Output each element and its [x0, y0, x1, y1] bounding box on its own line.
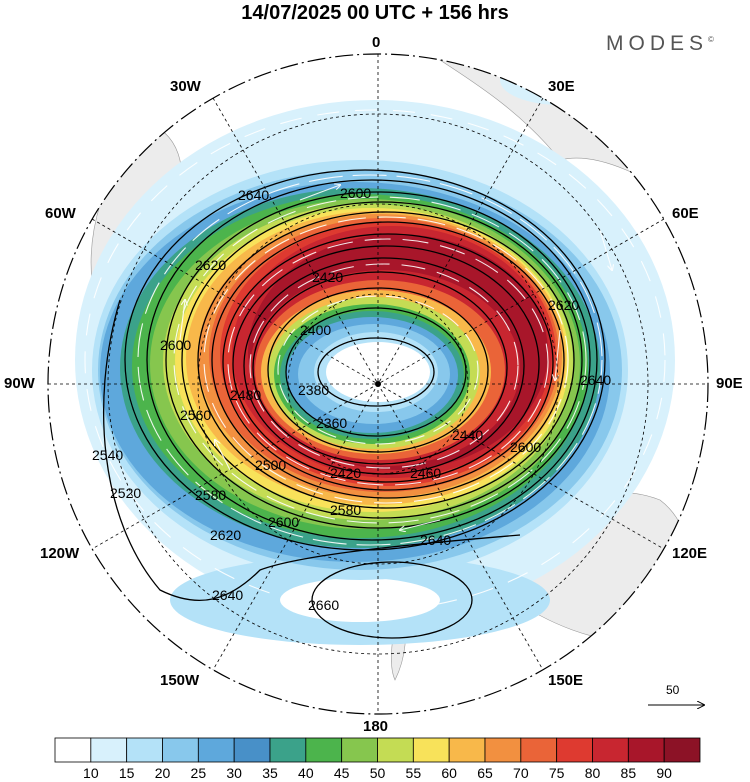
contour-label: 2600: [510, 439, 541, 455]
lon-label-120e: 120E: [672, 545, 708, 562]
contour-label: 2500: [255, 457, 286, 473]
lon-label-90w: 90W: [4, 375, 35, 392]
contour-label: 2600: [160, 337, 191, 353]
lon-label-30e: 30E: [548, 78, 575, 95]
streamlines: [84, 109, 666, 611]
contour-label: 2640: [580, 372, 611, 388]
contour-label: 2640: [420, 532, 451, 548]
lon-label-150e: 150E: [548, 672, 584, 689]
lon-label-180: 180: [363, 718, 389, 735]
lon-label-120w: 120W: [40, 545, 80, 562]
contour-label: 2640: [212, 587, 243, 603]
lon-label-30w: 30W: [170, 78, 201, 95]
chart-title: 14/07/2025 00 UTC + 156 hrs: [241, 2, 509, 24]
contour-label: 2600: [340, 185, 371, 201]
contour-label: 2420: [330, 465, 361, 481]
contour-label: 2440: [452, 427, 483, 443]
contour-label: 2380: [298, 382, 329, 398]
contour-label: 2460: [410, 465, 441, 481]
contour-label: 2480: [230, 387, 261, 403]
brand-mark: ©: [708, 35, 714, 44]
contour-label: 2620: [210, 527, 241, 543]
map-disc: [48, 54, 708, 714]
contour-label: 2360: [316, 415, 347, 431]
contour-label: 2580: [195, 487, 226, 503]
contour-label: 2580: [330, 502, 361, 518]
contour-label: 2520: [110, 485, 141, 501]
contour-label: 2620: [548, 297, 579, 313]
contour-label: 2660: [308, 597, 339, 613]
contour-label: 2640: [238, 187, 269, 203]
contour-label: 2600: [268, 514, 299, 530]
modes-logo: MODES©: [606, 32, 714, 56]
contour-label: 2400: [300, 322, 331, 338]
lon-label-60e: 60E: [672, 205, 699, 222]
lon-label-150w: 150W: [160, 672, 200, 689]
reference-vector-label: 50: [666, 683, 680, 697]
contour-label: 2560: [180, 407, 211, 423]
brand-text: MODES: [606, 32, 709, 55]
contour-label: 2420: [312, 269, 343, 285]
contour-label: 2620: [195, 257, 226, 273]
contour-label: 2540: [92, 447, 123, 463]
lon-label-0: 0: [372, 34, 381, 51]
lon-label-90e: 90E: [716, 375, 743, 392]
lon-label-60w: 60W: [45, 205, 76, 222]
contour-label-group: 2640 2600 2620 2600 2560 2540 2520 2580 …: [92, 185, 611, 613]
